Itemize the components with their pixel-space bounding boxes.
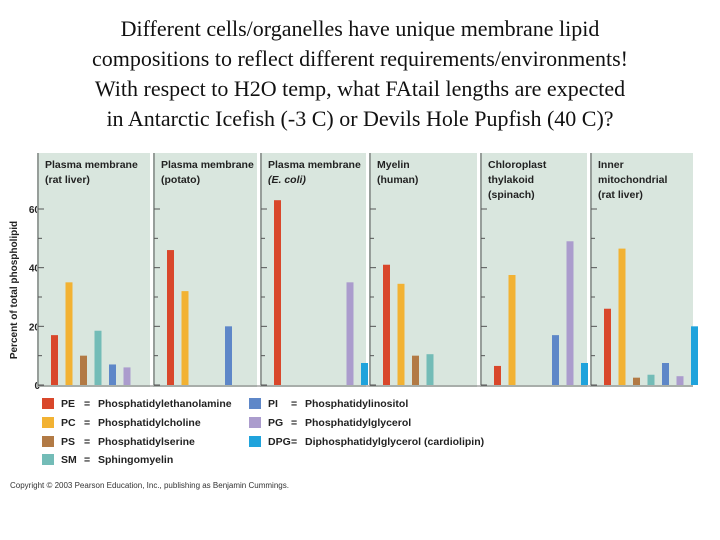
bar-pe	[274, 200, 281, 385]
panel-title-line: (human)	[377, 174, 418, 186]
panel-title-line: Plasma membrane	[45, 159, 138, 171]
bar-ps	[633, 377, 640, 385]
legend-equals: =	[291, 436, 297, 448]
legend-swatch-ps	[42, 436, 54, 447]
y-tick-label: 60	[29, 205, 41, 216]
bar-pc	[508, 275, 516, 385]
legend-name: Phosphatidylinositol	[305, 398, 408, 410]
legend-code: DPG	[268, 436, 291, 448]
bar-pc	[397, 283, 405, 385]
panel-title-line: (potato)	[161, 174, 200, 186]
slide-title: Different cells/organelles have unique m…	[10, 14, 710, 134]
panel-title-line: Chloroplast	[488, 159, 547, 171]
legend-equals: =	[84, 436, 90, 448]
legend-equals: =	[84, 417, 90, 429]
legend-code: PE	[61, 398, 75, 410]
title-line: With respect to H2O temp, what FAtail le…	[94, 76, 626, 101]
bar-pe	[383, 264, 390, 385]
bar-pe	[51, 335, 58, 385]
bar-pi	[225, 326, 232, 385]
title-line: Different cells/organelles have unique m…	[120, 16, 600, 41]
panel-title-line: Plasma membrane	[268, 159, 361, 171]
legend-equals: =	[84, 454, 90, 466]
bar-dpg	[581, 363, 588, 385]
bar-pe	[167, 250, 174, 385]
bar-pc	[618, 248, 626, 385]
legend-name: Sphingomyelin	[98, 454, 173, 466]
panel-title-line: (rat liver)	[45, 174, 90, 186]
panel-title-line: (spinach)	[488, 189, 535, 201]
legend-swatch-pc	[42, 417, 54, 428]
bar-pg	[676, 376, 684, 385]
legend-name: Phosphatidylserine	[98, 436, 195, 448]
title-line: in Antarctic Icefish (-3 C) or Devils Ho…	[106, 106, 614, 131]
panel-title-line: thylakoid	[488, 174, 534, 186]
legend-code: PS	[61, 436, 75, 448]
bar-pi	[662, 363, 669, 385]
copyright-notice: Copyright © 2003 Pearson Education, Inc.…	[10, 481, 289, 490]
panel-title-line: mitochondrial	[598, 174, 668, 186]
legend-name: Phosphatidylglycerol	[305, 417, 411, 429]
bar-pi	[552, 335, 559, 385]
legend-equals: =	[84, 398, 90, 410]
panel-title-line: Inner	[598, 159, 624, 171]
legend-name: Phosphatidylethanolamine	[98, 398, 232, 410]
panel-title-line: Myelin	[377, 159, 410, 171]
legend-code: PI	[268, 398, 278, 410]
legend-name: Diphosphatidylglycerol (cardiolipin)	[305, 436, 484, 448]
bar-dpg	[691, 326, 698, 385]
legend-swatch-dpg	[249, 436, 261, 447]
bar-dpg	[361, 363, 368, 385]
bar-pi	[109, 364, 116, 385]
legend-code: SM	[61, 454, 77, 466]
panel-title-line: (E. coli)	[268, 174, 306, 186]
legend-equals: =	[291, 417, 297, 429]
bar-ps	[80, 355, 87, 385]
y-tick-label: 40	[29, 264, 41, 275]
bar-ps	[412, 355, 419, 385]
legend-swatch-pe	[42, 398, 54, 409]
bar-pe	[494, 365, 501, 385]
bar-sm	[94, 330, 102, 385]
bar-pc	[65, 282, 73, 385]
legend-swatch-sm	[42, 454, 54, 465]
legend-code: PC	[61, 417, 76, 429]
bar-pg	[346, 282, 354, 385]
title-line: compositions to reflect different requir…	[92, 46, 628, 71]
y-axis-label: Percent of total phospholipid	[9, 221, 20, 359]
panel-title-line: Plasma membrane	[161, 159, 254, 171]
y-tick-label: 20	[29, 322, 41, 333]
bar-sm	[426, 354, 434, 385]
legend-swatch-pi	[249, 398, 261, 409]
legend-swatch-pg	[249, 417, 261, 428]
legend-equals: =	[291, 398, 297, 410]
legend-name: Phosphatidylcholine	[98, 417, 201, 429]
legend-code: PG	[268, 417, 283, 429]
bar-pg	[566, 241, 574, 385]
bar-pc	[181, 291, 189, 385]
bar-pe	[604, 308, 611, 385]
bar-pg	[123, 367, 131, 385]
bar-sm	[647, 374, 655, 385]
panel-title-line: (rat liver)	[598, 189, 643, 201]
